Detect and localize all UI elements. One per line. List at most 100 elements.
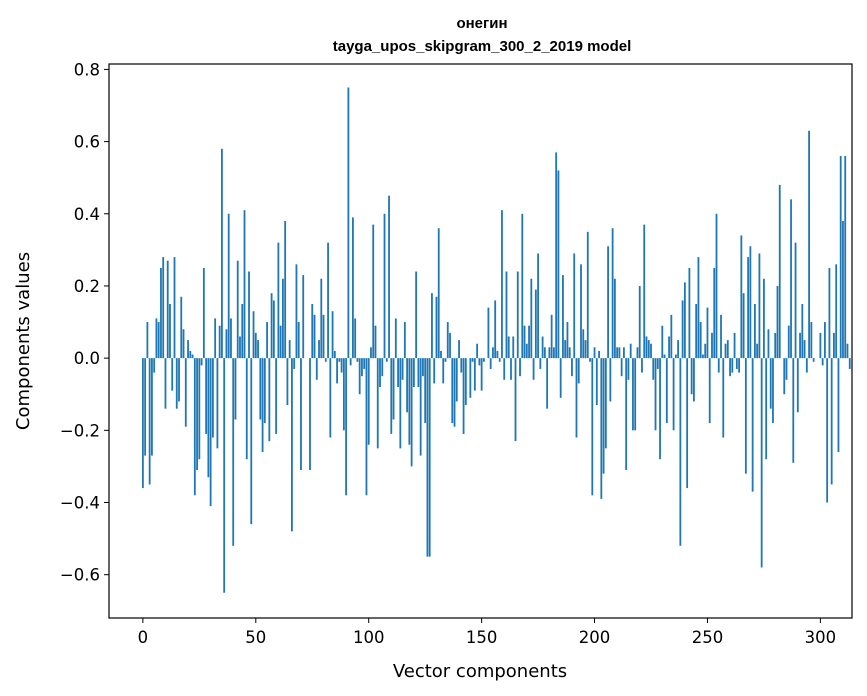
y-tick-label: 0.8 [74, 60, 100, 79]
bar-48 [250, 358, 253, 525]
bar-65 [288, 340, 291, 359]
bar-178 [543, 347, 546, 359]
bar-130 [435, 296, 438, 359]
bar-310 [842, 221, 844, 359]
bar-92 [349, 358, 352, 366]
bar-234 [670, 314, 673, 359]
x-tick-label: 200 [579, 628, 611, 647]
bar-32 [214, 318, 217, 359]
bar-285 [785, 358, 788, 380]
bar-142 [462, 358, 465, 434]
bar-274 [760, 358, 763, 568]
bar-307 [835, 264, 838, 359]
x-axis-ticks: 0 50 100 150 200 250 300 [138, 618, 837, 647]
bar-115 [401, 358, 404, 380]
bar-81 [324, 358, 327, 362]
bar-282 [778, 184, 781, 359]
bar-110 [390, 358, 393, 434]
bar-205 [604, 358, 607, 449]
bar-14 [173, 257, 176, 359]
bar-247 [699, 322, 702, 359]
bar-230 [661, 325, 664, 359]
bar-16 [178, 358, 180, 402]
bar-125 [424, 358, 427, 424]
bar-194 [580, 264, 582, 359]
bar-239 [681, 300, 684, 359]
bar-61 [279, 325, 282, 359]
bar-39 [230, 318, 232, 359]
x-tick-label: 300 [805, 628, 837, 647]
bar-160 [503, 358, 506, 380]
bar-147 [473, 358, 476, 391]
bar-5 [153, 358, 156, 373]
bar-117 [406, 358, 409, 413]
bar-15 [175, 358, 178, 409]
bar-223 [645, 336, 648, 359]
bar-276 [765, 358, 768, 460]
bar-35 [221, 148, 223, 359]
bar-21 [189, 350, 192, 359]
bar-137 [451, 358, 454, 424]
bar-271 [753, 304, 756, 359]
y-tick-label: 0.0 [74, 349, 100, 368]
x-tick-label: 250 [692, 628, 724, 647]
bar-228 [656, 358, 659, 369]
bar-113 [397, 358, 399, 388]
bar-245 [695, 304, 698, 359]
bar-173 [532, 358, 535, 380]
bar-62 [281, 278, 284, 359]
bar-25 [198, 358, 201, 460]
bar-120 [412, 358, 415, 388]
bar-171 [528, 325, 530, 359]
bar-23 [193, 358, 196, 496]
bar-49 [252, 311, 255, 359]
bar-286 [787, 325, 790, 359]
bar-313 [848, 358, 851, 369]
bar-51 [257, 340, 259, 359]
bar-215 [627, 358, 630, 380]
bar-105 [379, 358, 381, 388]
bar-141 [460, 358, 463, 373]
bar-63 [284, 221, 287, 359]
bar-284 [783, 358, 786, 395]
bar-306 [833, 332, 835, 359]
bar-219 [636, 347, 639, 359]
bar-53 [261, 358, 264, 452]
bar-261 [731, 358, 734, 373]
chart-subtitle: tayga_upos_skipgram_300_2_2019 model [333, 38, 632, 55]
bar-2 [146, 322, 149, 359]
bar-96 [358, 358, 361, 395]
y-tick-label: 0.4 [74, 205, 100, 224]
bar-296 [810, 322, 813, 359]
bar-242 [688, 267, 691, 359]
bar-154 [489, 358, 492, 369]
bar-164 [512, 336, 515, 359]
bar-279 [772, 358, 774, 424]
bar-46 [245, 358, 248, 460]
bar-196 [584, 340, 587, 359]
bar-93 [352, 217, 354, 359]
bar-80 [322, 314, 325, 359]
bar-202 [598, 350, 600, 359]
bar-192 [575, 358, 578, 438]
bar-227 [654, 358, 657, 431]
bar-269 [749, 246, 752, 359]
bar-293 [803, 340, 806, 359]
bar-56 [268, 358, 271, 442]
bar-281 [776, 285, 779, 359]
bar-68 [295, 264, 298, 359]
bar-249 [704, 343, 707, 359]
bar-212 [620, 358, 623, 377]
bar-207 [609, 358, 612, 402]
bar-77 [315, 358, 318, 380]
bar-155 [492, 347, 494, 359]
bar-0 [141, 358, 144, 489]
bar-229 [659, 358, 661, 460]
bar-302 [824, 322, 826, 359]
bar-34 [218, 325, 221, 359]
bar-189 [568, 347, 571, 359]
bar-79 [320, 278, 323, 359]
bar-114 [399, 358, 402, 449]
bar-222 [643, 224, 646, 359]
